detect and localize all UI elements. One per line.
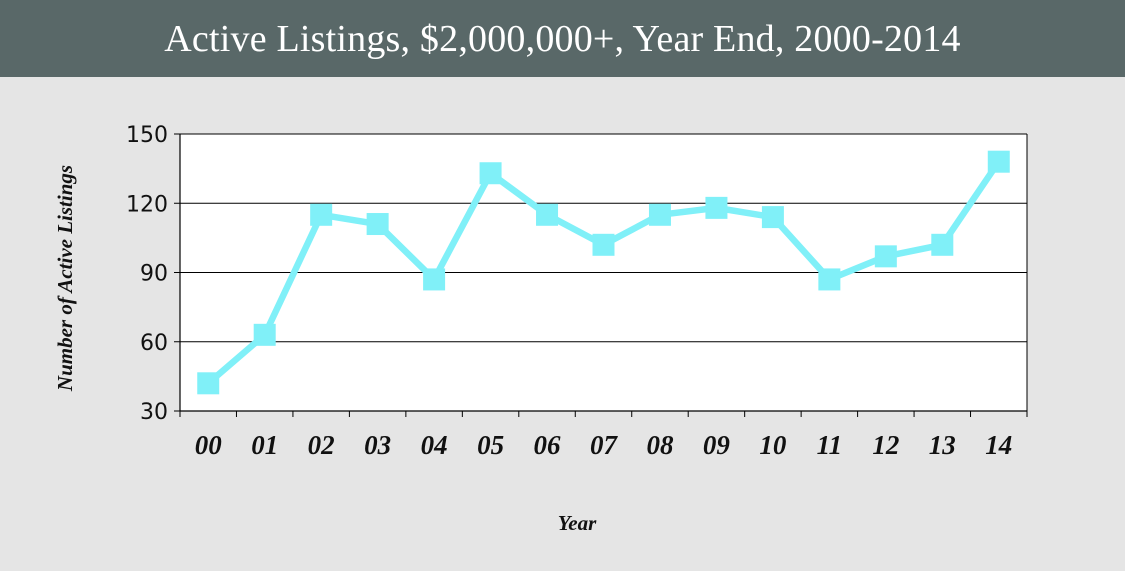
x-tick-label: 03 <box>364 430 391 460</box>
y-tick-label: 150 <box>126 123 168 148</box>
x-tick-label: 10 <box>759 430 787 460</box>
data-point-02 <box>310 203 333 226</box>
x-tick-label: 11 <box>817 430 843 460</box>
data-point-03 <box>366 213 389 236</box>
x-tick-labels: 00 01 02 03 04 05 06 07 08 09 10 11 12 13 14 <box>195 430 1013 460</box>
y-tick-label: 90 <box>140 262 168 287</box>
x-tick-label: 08 <box>646 430 674 460</box>
x-tick-label: 01 <box>251 430 278 460</box>
x-tick-label: 13 <box>929 430 956 460</box>
gridlines <box>180 133 1027 343</box>
x-tick-label: 14 <box>985 430 1012 460</box>
data-point-09 <box>705 196 728 219</box>
data-point-14 <box>987 150 1010 173</box>
data-point-01 <box>253 323 276 346</box>
y-tick-label: 120 <box>126 192 168 217</box>
x-tick-label: 02 <box>308 430 335 460</box>
x-tick-label: 06 <box>534 430 562 460</box>
x-tick-label: 05 <box>477 430 504 460</box>
chart-title: Active Listings, $2,000,000+, Year End, … <box>0 0 1125 77</box>
y-tick-labels: 30 60 90 120 150 <box>126 123 168 425</box>
y-axis-title: Number of Active Listings <box>53 165 77 392</box>
x-axis-title: Year <box>558 511 597 535</box>
data-point-06 <box>536 203 559 226</box>
data-point-11 <box>818 268 841 291</box>
x-tick-label: 00 <box>195 430 223 460</box>
axes <box>174 133 1028 417</box>
data-point-04 <box>423 268 446 291</box>
data-point-08 <box>648 203 671 226</box>
data-point-00 <box>197 372 220 395</box>
y-tick-label: 60 <box>140 331 168 356</box>
series-group <box>197 150 1010 395</box>
data-point-12 <box>874 245 897 268</box>
y-tick-label: 30 <box>140 400 168 425</box>
x-tick-label: 09 <box>703 430 731 460</box>
data-point-05 <box>479 162 502 185</box>
x-tick-label: 07 <box>590 430 619 460</box>
data-point-13 <box>931 233 954 256</box>
data-point-10 <box>761 206 784 229</box>
data-point-07 <box>592 233 615 256</box>
x-tick-label: 04 <box>421 430 448 460</box>
x-tick-label: 12 <box>872 430 899 460</box>
